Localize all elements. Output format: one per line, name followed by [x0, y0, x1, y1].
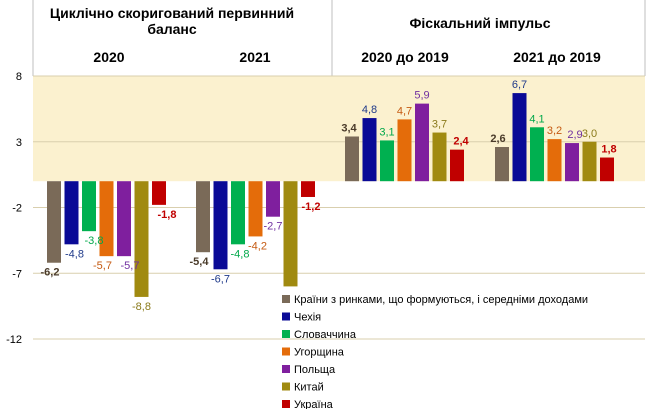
legend-swatch-1 [282, 312, 290, 321]
data-label-6-1: -1,2 [302, 201, 321, 213]
category-label-0: 2020 [93, 49, 124, 65]
data-label-1-2: 4,8 [362, 104, 377, 116]
right-title: Фіскальний імпульс [409, 15, 550, 31]
bar-1-3 [512, 93, 527, 182]
data-label-1-3: 6,7 [512, 79, 527, 91]
data-label-6-2: 2,4 [453, 136, 469, 148]
bar-6-0 [152, 181, 166, 205]
data-label-3-3: 3,2 [547, 125, 562, 137]
bar-3-3 [547, 139, 562, 182]
data-label-0-3: 2,6 [490, 133, 505, 145]
data-label-3-0: -5,7 [93, 260, 112, 272]
legend-label-1: Чехія [294, 312, 321, 324]
bar-6-1 [301, 181, 315, 197]
bar-2-3 [530, 127, 544, 182]
data-label-2-0: -3,8 [85, 235, 104, 247]
bar-4-0 [117, 181, 131, 257]
bar-0-2 [345, 136, 359, 182]
bar-2-2 [380, 140, 394, 182]
bar-2-0 [82, 181, 96, 232]
data-label-6-0: -1,8 [158, 209, 177, 221]
bar-6-2 [450, 149, 464, 182]
y-tick-label: 8 [16, 71, 22, 83]
bar-5-2 [432, 132, 447, 182]
bar-4-2 [415, 103, 429, 182]
data-label-3-1: -4,2 [248, 240, 267, 252]
legend-swatch-4 [282, 365, 290, 373]
data-label-3-2: 4,7 [397, 105, 412, 117]
header: Циклічно скоригований первинний баланс Ф… [50, 5, 601, 65]
y-tick-label: -7 [12, 268, 22, 280]
data-label-2-1: -4,8 [231, 248, 250, 260]
category-label-2: 2020 до 2019 [361, 49, 449, 65]
data-label-4-1: -2,7 [264, 221, 283, 233]
legend-label-3: Угорщина [294, 347, 345, 359]
legend-label-0: Країни з ринками, що формуються, і серед… [294, 294, 588, 306]
data-label-4-0: -5,7 [121, 260, 140, 272]
bar-0-0 [47, 181, 61, 263]
legend-label-4: Польща [294, 364, 336, 376]
legend-swatch-6 [282, 400, 290, 408]
data-label-5-2: 3,7 [432, 119, 447, 131]
bar-1-2 [362, 118, 377, 182]
data-label-1-0: -4,8 [65, 248, 84, 260]
bar-4-1 [266, 181, 280, 217]
legend-swatch-0 [282, 295, 290, 303]
y-axis-ticks: 8 3 -2 -7 -12 [6, 71, 22, 346]
data-labels: -6,2-5,43,42,6-4,8-6,74,86,7-3,8-4,83,14… [41, 79, 617, 313]
data-label-0-0: -6,2 [41, 267, 60, 279]
legend-label-2: Словаччина [294, 329, 357, 341]
bar-5-3 [582, 141, 597, 182]
data-label-1-1: -6,7 [211, 273, 230, 285]
legend-label-6: Україна [294, 399, 334, 409]
legend: Країни з ринками, що формуються, і серед… [282, 294, 588, 409]
data-label-4-2: 5,9 [414, 90, 429, 102]
legend-label-5: Китай [294, 382, 324, 394]
bar-1-1 [213, 181, 228, 270]
left-title-line2: баланс [147, 21, 197, 37]
data-label-6-3: 1,8 [601, 144, 616, 156]
data-label-2-2: 3,1 [379, 126, 394, 138]
legend-swatch-5 [282, 382, 290, 391]
bar-4-3 [565, 143, 579, 182]
bar-5-1 [283, 181, 298, 287]
legend-swatch-2 [282, 330, 290, 338]
data-label-5-0: -8,8 [132, 301, 151, 313]
bar-3-1 [248, 181, 263, 237]
category-label-1: 2021 [239, 49, 270, 65]
bar-6-3 [600, 157, 614, 182]
data-label-4-3: 2,9 [567, 129, 582, 141]
data-label-5-3: 3,0 [582, 128, 597, 140]
left-title-line1: Циклічно скоригований первинний [50, 5, 294, 21]
bar-1-0 [64, 181, 79, 245]
bar-3-2 [397, 119, 412, 182]
bars [47, 93, 614, 297]
y-tick-label: 3 [16, 137, 22, 149]
legend-swatch-3 [282, 347, 290, 356]
bar-0-3 [495, 147, 509, 182]
y-tick-label: -2 [12, 203, 22, 215]
data-label-0-2: 3,4 [341, 122, 357, 134]
y-tick-label: -12 [6, 334, 22, 346]
bar-3-0 [99, 181, 114, 257]
bar-2-1 [231, 181, 245, 245]
data-label-0-1: -5,4 [190, 256, 210, 268]
data-label-2-3: 4,1 [529, 113, 544, 125]
category-label-3: 2021 до 2019 [513, 49, 601, 65]
bar-5-0 [134, 181, 149, 297]
bar-0-1 [196, 181, 210, 253]
